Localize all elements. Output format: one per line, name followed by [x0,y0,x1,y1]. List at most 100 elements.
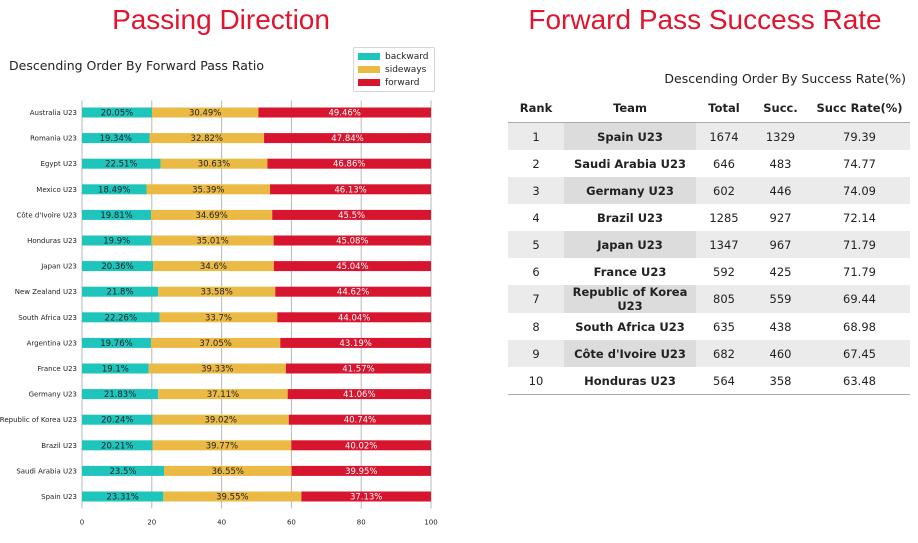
data-label-sideways: 30.49% [189,109,221,119]
data-label-backward: 20.21% [101,441,133,451]
bar-segment-backward [82,235,152,246]
cell-rank: 5 [508,231,564,258]
cell-total: 592 [713,264,735,279]
data-label-sideways: 37.11% [207,390,239,400]
data-label-backward: 18.49% [98,185,130,195]
cell-total: 564 [696,367,752,395]
cell-team: Côte d'Ivoire U23 [564,340,696,367]
table-row: 10 Honduras U23 564 358 63.48 [508,367,910,395]
data-label-sideways: 34.6% [200,262,227,272]
x-tick-label: 40 [217,519,226,527]
legend-label-backward: backward [385,51,429,62]
legend-item-backward: backward [358,50,430,63]
bar-segment-backward [82,158,161,169]
legend-swatch-backward [358,53,380,60]
cell-succ: 446 [752,177,809,204]
cell-team: Germany U23 [564,177,696,204]
cell-succ-rate: 71.79 [843,264,876,279]
success-rate-title: Forward Pass Success Rate [528,4,882,35]
data-label-backward: 19.76% [100,339,132,349]
bar-segment-backward [82,261,154,272]
y-tick-label: Germany U23 [29,391,77,399]
cell-team: Japan U23 [564,231,696,258]
data-label-forward: 49.46% [328,109,360,119]
cell-succ-rate: 74.09 [809,177,910,204]
data-label-sideways: 33.58% [200,288,232,298]
bar-segment-backward [82,414,153,425]
bar-segment-sideways [151,235,274,246]
bar-segment-sideways [151,209,273,220]
bar-segment-forward [301,491,431,502]
bar-segment-forward [285,363,431,374]
bar-segment-sideways [163,491,302,502]
table-row: 4 Brazil U23 1285 927 72.14 [508,204,910,231]
legend-item-sideways: sideways [358,63,430,76]
legend-label-sideways: sideways [385,64,427,75]
cell-team: Republic of Korea U23 [564,285,696,313]
data-label-backward: 20.24% [101,416,133,426]
y-tick-label: Japan U23 [40,263,77,271]
legend-item-forward: forward [358,76,430,89]
data-label-sideways: 36.55% [212,467,244,477]
bar-segment-backward [82,184,147,195]
bar-segment-sideways [150,337,281,348]
cell-succ: 438 [769,319,792,334]
header-succ: Succ. [752,94,809,123]
table-header-row: Rank Team Total Succ. Succ Rate(%) [508,94,910,123]
cell-succ-rate: 71.79 [809,231,910,258]
success-rate-table: Rank Team Total Succ. Succ Rate(%) 1 Spai… [508,94,910,395]
data-label-sideways: 34.69% [195,211,227,221]
x-tick-label: 0 [80,519,84,527]
bar-segment-forward [275,286,431,297]
data-label-backward: 20.36% [101,262,133,272]
data-label-forward: 47.84% [331,134,363,144]
cell-team: Honduras U23 [564,367,696,395]
cell-succ: 358 [752,367,809,395]
cell-total: 1347 [696,231,752,258]
cell-team: South Africa U23 [575,319,685,334]
data-label-backward: 20.05% [101,109,133,119]
bar-segment-forward [272,209,431,220]
bar-segment-backward [82,491,164,502]
data-label-sideways: 39.33% [201,365,233,375]
cell-succ-rate: 67.45 [809,340,910,367]
data-label-forward: 41.06% [343,390,375,400]
cell-rank: 2 [532,156,540,171]
data-label-forward: 46.86% [333,160,365,170]
table-row: 2 Saudi Arabia U23 646 483 74.77 [508,150,910,177]
cell-succ: 559 [752,285,809,313]
y-tick-label: Saudi Arabia U23 [16,467,77,475]
bar-segment-forward [291,465,431,476]
data-label-forward: 40.74% [344,416,376,426]
table-row: 1 Spain U23 1674 1329 79.39 [508,122,910,150]
data-label-forward: 45.5% [338,211,365,221]
data-label-backward: 19.9% [103,237,130,247]
data-label-forward: 37.13% [350,493,382,503]
y-tick-label: Côte d'Ivoire U23 [16,211,77,219]
y-tick-label: Argentina U23 [27,339,77,347]
cell-succ: 967 [752,231,809,258]
data-label-sideways: 39.77% [206,441,238,451]
legend-swatch-sideways [358,66,380,73]
table-subtitle: Descending Order By Success Rate(%) [664,71,906,86]
bar-segment-forward [258,107,431,118]
data-label-backward: 21.83% [104,390,136,400]
x-tick-label: 60 [287,519,296,527]
y-tick-label: Romania U23 [30,135,77,143]
cell-total: 1674 [696,122,752,150]
cell-total: 646 [713,156,735,171]
data-label-backward: 22.51% [105,160,137,170]
table-row: 8 South Africa U23 635 438 68.98 [508,313,910,340]
y-tick-label: Australia U23 [30,109,77,117]
cell-team: Saudi Arabia U23 [573,156,687,171]
cell-rank: 1 [508,122,564,150]
passing-direction-title: Passing Direction [112,4,330,35]
bar-segment-sideways [152,440,292,451]
bar-segment-forward [273,261,431,272]
x-tick-label: 80 [357,519,366,527]
bar-segment-sideways [164,465,292,476]
cell-rank: 3 [508,177,564,204]
cell-succ: 1329 [752,122,809,150]
header-team: Team [564,94,696,123]
bar-segment-forward [267,158,431,169]
